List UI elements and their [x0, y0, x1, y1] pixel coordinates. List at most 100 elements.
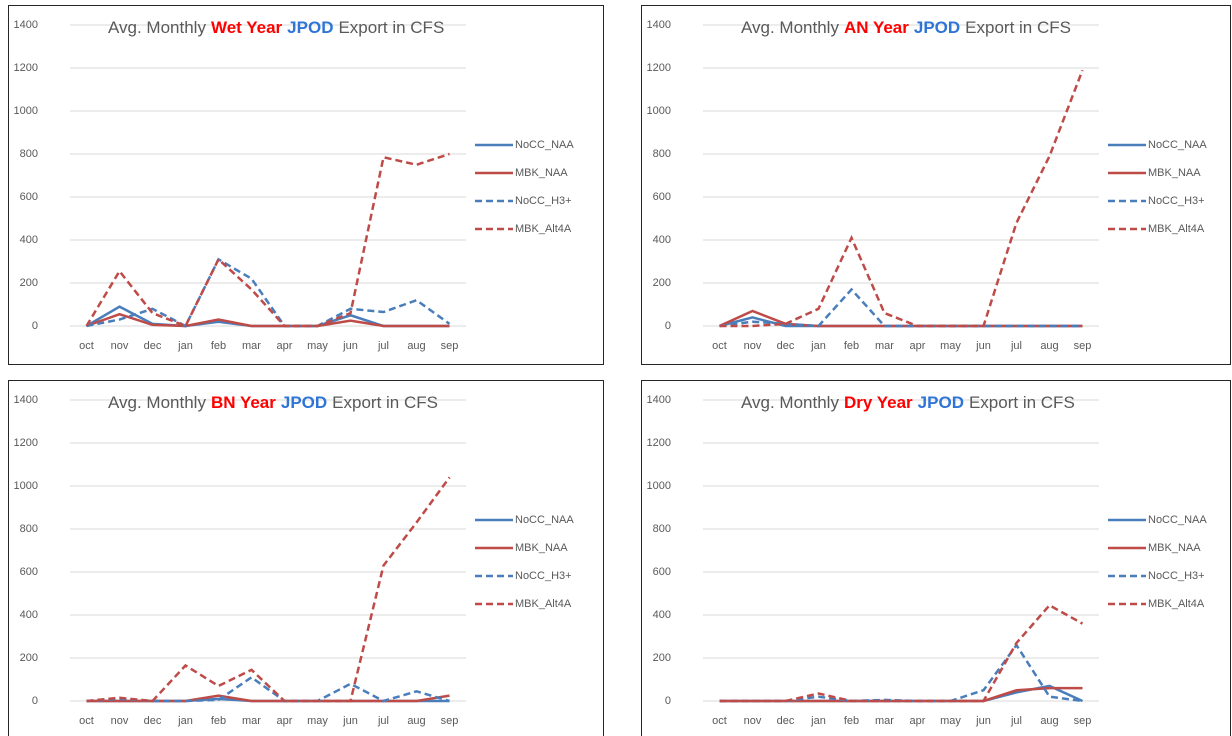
x-tick-label: may [307, 340, 328, 352]
title-part: JPOD [914, 18, 960, 37]
title-part: JPOD [918, 393, 964, 412]
x-tick-label: oct [79, 715, 94, 727]
y-tick-label: 0 [665, 695, 671, 707]
chart-panel: 0 200 400 600 800 1000 1200 1400 oct nov dec jan feb… [641, 380, 1231, 736]
x-tick-label: sep [1074, 715, 1092, 727]
legend-label: NoCC_H3+ [515, 195, 572, 207]
x-tick-label: jun [342, 340, 358, 352]
title-part: Dry Year [844, 393, 913, 412]
x-tick-label: apr [910, 715, 926, 727]
series-line [719, 603, 1084, 703]
y-tick-label: 200 [653, 277, 671, 289]
y-tick-label: 400 [20, 234, 38, 246]
y-tick-label: 0 [32, 320, 38, 332]
legend-label: MBK_NAA [1148, 167, 1201, 179]
x-tick-label: jul [1010, 340, 1022, 352]
y-tick-label: 600 [653, 191, 671, 203]
y-tick-label: 200 [20, 652, 38, 664]
legend-label: NoCC_NAA [1148, 139, 1207, 151]
legend-label: MBK_Alt4A [1148, 598, 1205, 610]
y-tick-label: 400 [20, 609, 38, 621]
y-tick-label: 800 [20, 148, 38, 160]
y-tick-label: 400 [653, 609, 671, 621]
y-tick-label: 200 [653, 652, 671, 664]
chart-panel: 0 200 400 600 800 1000 1200 1400 oct nov dec jan feb… [641, 5, 1231, 365]
x-tick-label: mar [242, 340, 261, 352]
y-tick-label: 800 [653, 523, 671, 535]
y-tick-label: 1200 [14, 437, 38, 449]
y-tick-label: 1200 [14, 62, 38, 74]
x-tick-label: oct [712, 340, 727, 352]
panel-border [8, 380, 604, 736]
x-tick-label: jul [1010, 715, 1022, 727]
y-tick-label: 1200 [647, 437, 671, 449]
x-tick-label: sep [441, 715, 459, 727]
title-part: Export in CFS [332, 393, 438, 412]
x-tick-label: jan [177, 715, 193, 727]
y-tick-label: 800 [20, 523, 38, 535]
chart-title: Avg. Monthly AN Year JPOD Export in CFS [741, 18, 1071, 37]
x-tick-label: may [940, 340, 961, 352]
title-part: Avg. Monthly [741, 18, 839, 37]
y-tick-label: 600 [20, 566, 38, 578]
y-tick-label: 1400 [14, 19, 38, 31]
x-tick-label: feb [844, 715, 859, 727]
legend-label: NoCC_H3+ [1148, 570, 1205, 582]
x-tick-label: may [307, 715, 328, 727]
y-tick-label: 400 [653, 234, 671, 246]
x-tick-label: mar [242, 715, 261, 727]
legend-label: MBK_Alt4A [515, 598, 572, 610]
x-tick-label: jan [810, 715, 826, 727]
title-part: JPOD [287, 18, 333, 37]
x-tick-label: jun [342, 715, 358, 727]
series-line [85, 152, 450, 328]
title-part: JPOD [281, 393, 327, 412]
x-tick-label: mar [875, 715, 894, 727]
legend-label: MBK_NAA [515, 167, 568, 179]
x-tick-label: nov [744, 340, 762, 352]
x-tick-label: apr [910, 340, 926, 352]
x-tick-label: dec [777, 715, 795, 727]
series-line [86, 476, 451, 703]
chart-title: Avg. Monthly Dry Year JPOD Export in CFS [741, 393, 1075, 412]
x-tick-label: feb [211, 340, 226, 352]
x-tick-label: feb [211, 715, 226, 727]
y-tick-label: 1200 [647, 62, 671, 74]
y-tick-label: 1000 [647, 105, 671, 117]
y-tick-label: 600 [653, 566, 671, 578]
title-part: AN Year [844, 18, 909, 37]
x-tick-label: jul [377, 340, 389, 352]
x-tick-label: dec [144, 340, 162, 352]
title-part: Export in CFS [338, 18, 444, 37]
title-part: Wet Year [211, 18, 283, 37]
x-tick-label: sep [441, 340, 459, 352]
x-tick-label: aug [1040, 715, 1058, 727]
title-part: Avg. Monthly [741, 393, 839, 412]
x-tick-label: nov [111, 715, 129, 727]
x-tick-label: oct [712, 715, 727, 727]
y-tick-label: 1400 [647, 19, 671, 31]
legend-label: NoCC_NAA [1148, 514, 1207, 526]
y-tick-label: 0 [665, 320, 671, 332]
y-tick-label: 600 [20, 191, 38, 203]
title-part: Avg. Monthly [108, 18, 206, 37]
series-line [86, 257, 451, 328]
x-tick-label: nov [744, 715, 762, 727]
x-tick-label: aug [1040, 340, 1058, 352]
x-tick-label: jul [377, 715, 389, 727]
y-tick-label: 1400 [647, 394, 671, 406]
x-tick-label: dec [777, 340, 795, 352]
chart-title: Avg. Monthly Wet Year JPOD Export in CFS [108, 18, 444, 37]
x-tick-label: jun [975, 715, 991, 727]
x-tick-label: aug [407, 340, 425, 352]
chart-title: Avg. Monthly BN Year JPOD Export in CFS [108, 393, 438, 412]
x-tick-label: jun [975, 340, 991, 352]
y-tick-label: 1400 [14, 394, 38, 406]
x-tick-label: aug [407, 715, 425, 727]
legend-label: MBK_Alt4A [515, 223, 572, 235]
x-tick-label: may [940, 715, 961, 727]
series-line [86, 312, 450, 328]
panel-border [641, 5, 1231, 365]
y-tick-label: 800 [653, 148, 671, 160]
legend-label: NoCC_H3+ [515, 570, 572, 582]
